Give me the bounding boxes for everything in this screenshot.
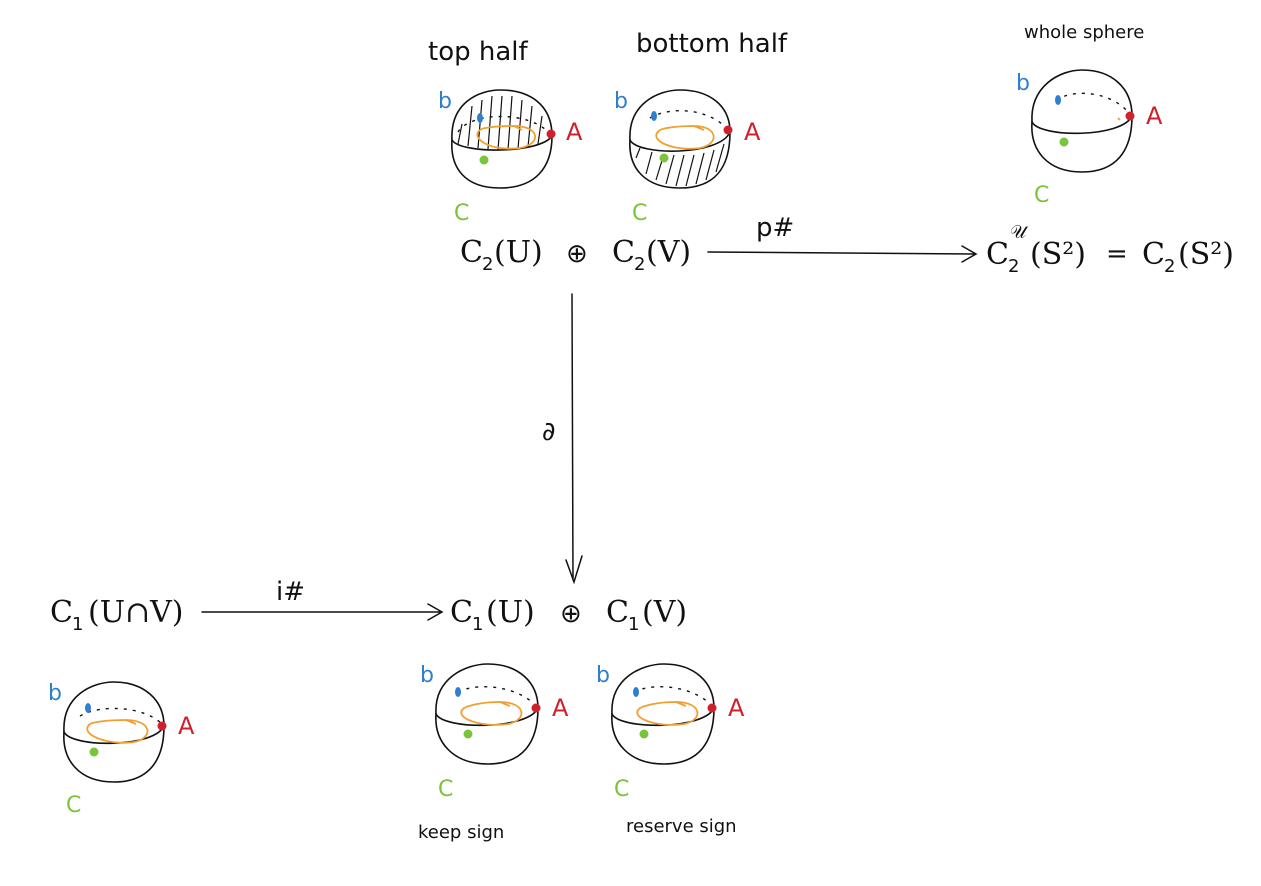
- bottom-half-label: bottom half: [636, 29, 788, 59]
- point-c-label: C: [454, 201, 469, 226]
- point-b-label: b: [596, 663, 610, 688]
- c1u-letter: C: [450, 595, 473, 630]
- formula-c2s2: C 2 (S²): [1142, 237, 1234, 277]
- point-b-label: b: [1016, 71, 1030, 96]
- formula-c1v: C 1 (V): [606, 595, 687, 635]
- point-a-marker: [531, 703, 541, 713]
- boundary-arrow: [565, 293, 583, 585]
- point-c-marker: [89, 747, 99, 757]
- point-b-marker: [455, 687, 461, 697]
- i-sharp-arrow: [201, 603, 444, 621]
- point-b-marker: [1055, 95, 1061, 105]
- c2v-letter: C: [612, 235, 635, 270]
- c2-cover-subscript: 2: [1008, 256, 1019, 277]
- c2u-argument: (U): [494, 235, 543, 270]
- point-b-label: b: [420, 663, 434, 688]
- c1u-subscript: 1: [472, 614, 483, 635]
- formula-c1-cap: C 1 (U∩V): [50, 595, 184, 635]
- point-b-label: b: [48, 681, 62, 706]
- c1v-subscript: 1: [628, 614, 639, 635]
- orange-dash: [1117, 117, 1121, 121]
- i-sharp-label: i#: [276, 577, 305, 607]
- point-c-label: C: [1034, 183, 1049, 208]
- point-a-marker: [157, 721, 167, 731]
- oplus-top: ⊕: [566, 239, 588, 269]
- orange-loop: [460, 701, 523, 726]
- boundary-label: ∂: [542, 417, 555, 447]
- point-c-marker: [659, 153, 669, 163]
- c2-cover-superscript: 𝒰: [1010, 222, 1029, 243]
- point-a-label: A: [1146, 102, 1163, 130]
- point-a-label: A: [728, 694, 745, 722]
- point-a-marker: [546, 129, 556, 139]
- reserve-sign-label: reserve sign: [626, 816, 737, 837]
- orange-loop: [86, 719, 149, 744]
- whole-sphere-label: whole sphere: [1024, 22, 1144, 43]
- point-b-marker: [85, 703, 91, 713]
- c1-cap-letter: C: [50, 595, 73, 630]
- c2u-subscript: 2: [482, 254, 493, 275]
- point-a-label: A: [178, 712, 195, 740]
- point-a-label: A: [552, 694, 569, 722]
- top-hatching: [457, 95, 543, 151]
- p-sharp-arrow: [707, 245, 978, 263]
- point-a-marker: [723, 125, 733, 135]
- c2v-subscript: 2: [634, 254, 645, 275]
- c1v-letter: C: [606, 595, 629, 630]
- bottom-hatching: [635, 143, 725, 187]
- orange-loop: [655, 125, 715, 150]
- keep-sign-label: keep sign: [418, 822, 504, 843]
- point-a-label: A: [566, 118, 583, 146]
- point-b-marker: [651, 111, 657, 121]
- point-b-label: b: [614, 89, 628, 114]
- c2v-argument: (V): [646, 235, 691, 270]
- sphere-whole: [1031, 69, 1135, 173]
- sphere-c1-v: [611, 663, 717, 765]
- c1-cap-argument: (U∩V): [88, 595, 184, 630]
- c1u-argument: (U): [486, 595, 535, 630]
- c2u-letter: C: [460, 235, 483, 270]
- equals-sign: =: [1106, 239, 1128, 269]
- sphere-intersection: [63, 681, 167, 783]
- sphere-top-half: [451, 89, 556, 189]
- orange-loop: [476, 125, 536, 150]
- point-c-label: C: [632, 201, 647, 226]
- c2-cover-letter: C: [986, 237, 1009, 272]
- c2s2-subscript: 2: [1164, 256, 1175, 277]
- point-a-marker: [707, 703, 717, 713]
- point-c-label: C: [614, 777, 629, 802]
- top-half-label: top half: [428, 37, 529, 67]
- point-b-marker: [477, 113, 483, 123]
- sphere-c1-u: [435, 663, 541, 765]
- sphere-bottom-half: [629, 89, 733, 189]
- point-c-marker: [1059, 137, 1069, 147]
- point-c-marker: [639, 729, 649, 739]
- orange-loop: [636, 701, 699, 726]
- point-c-marker: [463, 729, 473, 739]
- c2-cover-argument: (S²): [1030, 237, 1086, 272]
- c1-cap-subscript: 1: [72, 614, 83, 635]
- formula-c2-cover: C 2 𝒰 (S²): [986, 222, 1086, 277]
- point-a-marker: [1125, 111, 1135, 121]
- point-c-label: C: [66, 793, 81, 818]
- point-a-label: A: [744, 118, 761, 146]
- p-sharp-label: p#: [756, 213, 794, 243]
- formula-c2u: C 2 (U): [460, 235, 543, 275]
- oplus-bottom: ⊕: [560, 599, 582, 629]
- c1v-argument: (V): [642, 595, 687, 630]
- point-b-label: b: [438, 89, 452, 114]
- point-c-marker: [479, 155, 489, 165]
- c2s2-argument: (S²): [1178, 237, 1234, 272]
- point-c-label: C: [438, 777, 453, 802]
- formula-c1u: C 1 (U): [450, 595, 535, 635]
- point-b-marker: [633, 687, 639, 697]
- c2s2-letter: C: [1142, 237, 1165, 272]
- formula-c2v: C 2 (V): [612, 235, 691, 275]
